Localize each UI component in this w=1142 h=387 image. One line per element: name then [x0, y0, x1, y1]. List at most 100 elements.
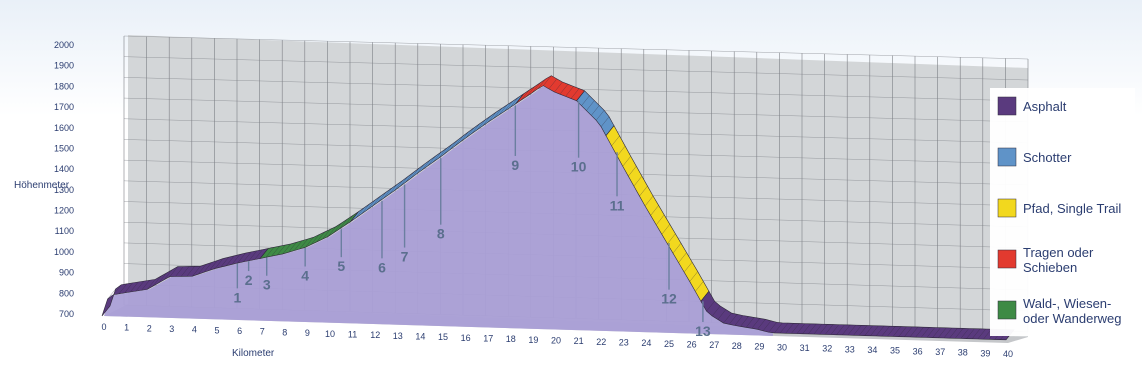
surface-hatch	[305, 237, 314, 248]
grid-line-y	[123, 56, 1029, 81]
surface-hatch	[532, 82, 541, 93]
legend-label-wald: oder Wanderweg	[1023, 311, 1122, 326]
surface-hatch	[966, 328, 975, 339]
surface-hatch	[745, 317, 755, 328]
y-tick-label: 1300	[54, 185, 74, 195]
surface-hatch	[383, 188, 392, 199]
surface-hatch	[717, 309, 727, 320]
surface-hatch	[377, 192, 387, 203]
x-tick-label: 3	[169, 324, 174, 334]
y-tick-label: 900	[59, 268, 74, 278]
legend-swatch-tragen	[997, 249, 1017, 269]
surface-hatch	[570, 88, 580, 99]
marker-label-5: 5	[337, 258, 345, 274]
surface-hatch	[520, 90, 530, 101]
surface-hatch	[977, 328, 986, 340]
marker-label-10: 10	[571, 159, 587, 175]
y-tick-label: 1000	[54, 247, 74, 257]
marker-label-2: 2	[245, 272, 253, 288]
surface-hatch	[509, 97, 519, 108]
legend-label-wald: Wald-, Wiesen-	[1023, 296, 1111, 311]
surface-hatch	[192, 266, 201, 277]
surface-hatch	[237, 252, 246, 264]
surface-hatch	[226, 255, 235, 266]
x-axis-ticks: 0 1 2 3 4 5 6 7 8 9 10 11 12 13 14 15 16 17 18 19 20 21 22 23 24…	[101, 322, 1013, 359]
surface-hatch	[421, 159, 431, 171]
surface-ribbon	[101, 75, 1015, 341]
surface-hatch	[243, 251, 252, 263]
y-tick-label: 2000	[54, 40, 74, 50]
surface-hatch	[186, 266, 195, 277]
y-tick-label: 1500	[54, 143, 74, 153]
surface-hatch	[427, 155, 436, 167]
surface-hatch	[672, 243, 682, 254]
marker-label-1: 1	[233, 289, 241, 305]
legend-label-asphalt: Asphalt	[1023, 99, 1067, 114]
x-tick-label: 14	[415, 331, 425, 341]
x-tick-label: 24	[641, 338, 651, 348]
surface-hatch	[751, 318, 760, 329]
surface-hatch	[339, 218, 348, 230]
x-tick-label: 25	[664, 339, 674, 349]
x-tick-label: 39	[980, 348, 990, 358]
surface-hatch	[875, 325, 885, 337]
x-tick-label: 12	[370, 330, 380, 340]
surface-hatch	[683, 261, 693, 273]
x-tick-label: 13	[393, 331, 403, 341]
y-tick-label: 1200	[54, 206, 74, 216]
surface-hatch	[734, 315, 743, 326]
x-tick-label: 5	[214, 325, 219, 335]
surface-hatch	[841, 324, 851, 336]
surface-hatch	[971, 328, 981, 339]
x-tick-label: 26	[687, 340, 697, 350]
x-tick-label: 22	[596, 337, 606, 347]
surface-hatch	[118, 283, 128, 294]
surface-hatch	[443, 144, 453, 155]
surface-hatch	[853, 325, 862, 336]
x-tick-label: 4	[192, 325, 197, 335]
marker-label-12: 12	[661, 291, 677, 307]
surface-hatch	[526, 86, 535, 97]
y-tick-label: 1800	[54, 81, 74, 91]
surface-hatch	[706, 301, 715, 312]
x-tick-label: 31	[800, 343, 810, 353]
surface-hatch	[220, 257, 229, 268]
marker-label-4: 4	[301, 267, 309, 283]
surface-hatch	[460, 131, 469, 142]
surface-hatch	[639, 185, 648, 197]
surface-hatch	[791, 323, 800, 334]
surface-hatch	[493, 108, 502, 119]
surface-hatch	[830, 324, 840, 335]
x-tick-label: 34	[867, 345, 877, 355]
surface-hatch	[548, 78, 558, 90]
surface-hatch	[135, 280, 145, 292]
surface-hatch	[372, 195, 381, 207]
surface-hatch	[586, 100, 595, 111]
marker-label-13: 13	[695, 323, 711, 339]
x-tick-label: 38	[958, 348, 968, 358]
x-tick-label: 11	[348, 329, 357, 339]
marker-label-8: 8	[437, 226, 445, 242]
surface-hatch	[819, 324, 828, 335]
surface-hatch	[796, 323, 806, 334]
surface-hatch	[113, 284, 122, 295]
surface-hatch	[661, 224, 671, 235]
surface-hatch	[898, 326, 907, 337]
surface-hatch	[361, 203, 370, 214]
x-tick-label: 18	[506, 334, 516, 344]
marker-label-11: 11	[610, 197, 625, 213]
surface-hatch	[768, 322, 777, 333]
surface-hatch	[209, 260, 218, 271]
surface-hatch	[197, 264, 207, 275]
surface-hatch	[774, 322, 783, 334]
surface-hatch	[543, 75, 552, 86]
surface-hatch	[700, 291, 710, 302]
marker-label-7: 7	[401, 249, 409, 265]
surface-hatch	[288, 242, 297, 253]
surface-hatch	[689, 271, 698, 282]
x-tick-label: 7	[260, 327, 265, 337]
surface-hatch	[432, 151, 442, 163]
surface-hatch	[870, 325, 879, 336]
surface-hatch	[926, 327, 936, 338]
